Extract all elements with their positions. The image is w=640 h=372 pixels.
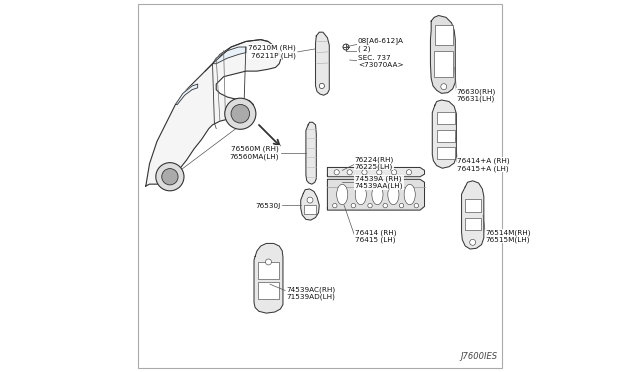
Circle shape [368,203,372,208]
Polygon shape [301,189,319,220]
Ellipse shape [355,185,366,205]
Text: 76210M (RH)
76211P (LH): 76210M (RH) 76211P (LH) [248,45,296,59]
Bar [465,199,481,212]
Bar [258,262,279,279]
Circle shape [343,44,349,50]
Circle shape [266,259,271,265]
Circle shape [383,203,387,208]
Circle shape [399,203,404,208]
Polygon shape [431,16,455,93]
Text: SEC. 737
<73070AA>: SEC. 737 <73070AA> [358,55,403,68]
Bar [436,130,454,141]
Ellipse shape [372,185,383,205]
Circle shape [392,170,397,175]
Ellipse shape [388,185,399,205]
Circle shape [333,203,337,208]
Polygon shape [254,243,283,313]
Circle shape [347,170,352,175]
Polygon shape [316,32,329,95]
Polygon shape [212,47,246,64]
Text: 76560M (RH)
76560MA(LH): 76560M (RH) 76560MA(LH) [230,146,279,160]
Polygon shape [461,181,484,249]
Bar [465,218,481,231]
Circle shape [307,197,313,203]
Circle shape [406,170,412,175]
Polygon shape [432,100,456,168]
Bar [436,147,454,159]
Ellipse shape [404,185,415,205]
Circle shape [441,84,447,90]
Text: 74539A (RH)
74539AA(LH): 74539A (RH) 74539AA(LH) [355,175,403,189]
Circle shape [377,170,382,175]
Text: 76224(RH)
76225(LH): 76224(RH) 76225(LH) [355,156,394,170]
Circle shape [334,170,339,175]
Circle shape [231,105,250,123]
Bar [258,282,279,299]
Bar [436,112,454,124]
Polygon shape [328,179,424,210]
Text: 76414+A (RH)
76415+A (LH): 76414+A (RH) 76415+A (LH) [457,157,509,171]
Polygon shape [146,39,281,186]
Text: 76630(RH)
76631(LH): 76630(RH) 76631(LH) [456,88,495,102]
Polygon shape [175,84,198,105]
Circle shape [225,98,256,129]
Polygon shape [306,122,316,184]
Circle shape [319,83,324,89]
Polygon shape [328,167,424,177]
Circle shape [362,170,367,175]
Circle shape [162,169,178,185]
Bar [435,25,452,45]
Bar [434,51,453,77]
Circle shape [414,203,419,208]
Ellipse shape [337,185,348,205]
Text: 74539AC(RH)
71539AD(LH): 74539AC(RH) 71539AD(LH) [286,286,335,301]
Text: 08[A6-612]A
( 2): 08[A6-612]A ( 2) [358,37,404,52]
Circle shape [351,203,356,208]
Circle shape [470,239,476,245]
Circle shape [156,163,184,191]
Text: 76530J: 76530J [255,203,280,209]
Bar [305,205,316,214]
Text: 76514M(RH)
76515M(LH): 76514M(RH) 76515M(LH) [485,229,531,243]
Text: J7600IES: J7600IES [460,352,497,361]
Text: 76414 (RH)
76415 (LH): 76414 (RH) 76415 (LH) [355,229,396,243]
